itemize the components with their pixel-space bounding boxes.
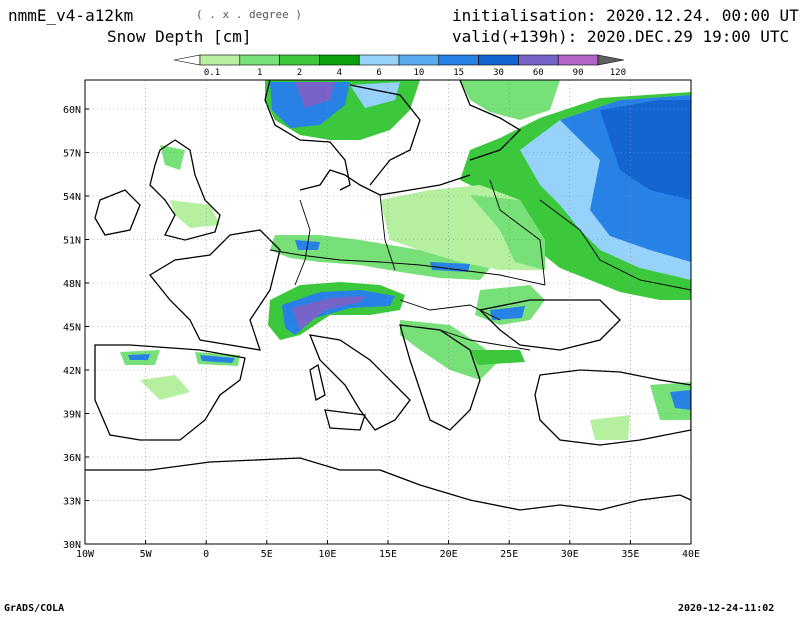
border-line-5 xyxy=(399,299,501,321)
legend-swatch xyxy=(518,54,559,66)
coast-france xyxy=(149,229,281,351)
legend-swatch xyxy=(319,54,360,66)
variable-title: Snow Depth [cm] xyxy=(107,27,252,46)
map-area: 10W 5W 0 5E 10E 15E 20E 25E 30E 35E 40E 60N 57N 54N 5… xyxy=(63,79,700,560)
snow-region-tatra xyxy=(430,262,470,272)
legend-tick-label: 15 xyxy=(453,68,464,78)
legend-swatch xyxy=(239,54,280,66)
coast-ireland xyxy=(94,189,141,236)
coast-italy xyxy=(308,334,411,431)
initialisation-time: initialisation: 2020.12.24. 00:00 UTC xyxy=(452,6,800,25)
border-line-7 xyxy=(439,329,531,351)
country-borders xyxy=(269,179,691,351)
coast-anatolia xyxy=(534,369,691,446)
legend-arrow-high xyxy=(597,54,625,66)
legend-tick-label: 10 xyxy=(413,68,424,78)
snow-region-carpathians-deep xyxy=(490,306,525,320)
latitude-labels: 60N 57N 54N 51N 48N 45N 42N 39N 36N 33N 30N xyxy=(63,105,81,551)
lat-tick-label: 33N xyxy=(63,497,81,508)
snow-region-scotland xyxy=(160,145,185,170)
coast-iberia xyxy=(94,344,246,441)
coast-sweden xyxy=(349,84,421,186)
coast-finland xyxy=(459,80,522,161)
legend-tick-label: 90 xyxy=(573,68,584,78)
lon-tick-label: 30E xyxy=(561,549,579,560)
coast-baltic-south xyxy=(299,169,471,196)
lat-tick-label: 36N xyxy=(63,453,81,464)
coast-balkans xyxy=(399,324,481,431)
lat-tick-label: 30N xyxy=(63,540,81,551)
snow-depth-field xyxy=(120,80,691,440)
snow-region-cantabria-deep xyxy=(128,354,150,360)
lon-tick-label: 0 xyxy=(203,549,209,560)
lat-tick-label: 51N xyxy=(63,236,81,247)
snow-region-russia-core xyxy=(600,100,691,200)
legend-swatch xyxy=(557,54,599,66)
lon-tick-label: 40E xyxy=(682,549,700,560)
coast-north-africa xyxy=(85,457,691,511)
lat-tick-label: 45N xyxy=(63,323,81,334)
color-legend: 0.1 1 2 4 6 10 15 30 60 90 120 xyxy=(173,54,626,78)
lon-tick-label: 15E xyxy=(379,549,397,560)
lon-tick-label: 10W xyxy=(76,549,95,560)
border-line-1 xyxy=(269,249,546,286)
legend-swatch xyxy=(398,54,440,66)
legend-tick-label: 30 xyxy=(493,68,504,78)
snow-region-finland xyxy=(460,80,560,120)
legend-arrow-low xyxy=(173,54,201,66)
lon-tick-label: 10E xyxy=(318,549,336,560)
coast-great-britain xyxy=(149,139,221,241)
longitude-labels: 10W 5W 0 5E 10E 15E 20E 25E 30E 35E 40E xyxy=(76,549,700,560)
snow-region-england xyxy=(170,200,220,228)
legend-tick-label: 6 xyxy=(376,68,381,78)
legend-tick-label: 120 xyxy=(610,68,626,78)
legend-swatch xyxy=(438,54,479,66)
lat-tick-label: 57N xyxy=(63,149,81,160)
coast-sardinia xyxy=(309,363,326,402)
border-line-3 xyxy=(379,194,396,271)
border-line-4 xyxy=(489,179,546,286)
lat-tick-label: 54N xyxy=(63,192,81,203)
snow-region-bulgaria xyxy=(470,350,525,365)
lat-tick-label: 60N xyxy=(63,105,81,116)
graticule xyxy=(84,80,692,545)
coast-sicily xyxy=(324,409,366,431)
legend-tick-label: 4 xyxy=(337,68,342,78)
legend-tick-label: 60 xyxy=(533,68,544,78)
legend-swatch xyxy=(358,54,400,66)
software-credit: GrADS/COLA xyxy=(4,603,65,614)
border-line-2 xyxy=(294,199,311,286)
lon-tick-label: 5W xyxy=(140,549,153,560)
snow-region-norway-peak xyxy=(295,82,335,108)
snow-region-turkey-deep xyxy=(670,390,691,410)
lat-tick-label: 39N xyxy=(63,410,81,421)
border-line-6 xyxy=(539,199,691,291)
legend-tick-label: 0.1 xyxy=(204,68,220,78)
model-name: nmmE_v4-a12km xyxy=(8,6,134,25)
snow-region-central-spain xyxy=(140,375,190,400)
snow-region-anatolia xyxy=(590,415,630,440)
legend-tick-label: 1 xyxy=(257,68,262,78)
snow-region-pyrenees-deep xyxy=(200,355,235,363)
lon-tick-label: 35E xyxy=(621,549,639,560)
legend-swatch xyxy=(199,54,241,66)
lat-tick-label: 48N xyxy=(63,279,81,290)
projection-label: ( . x . degree ) xyxy=(196,8,302,21)
snow-region-sweden xyxy=(350,82,400,108)
legend-swatch xyxy=(279,54,320,66)
legend-swatch xyxy=(478,54,519,66)
legend-tick-label: 2 xyxy=(297,68,302,78)
lat-tick-label: 42N xyxy=(63,366,81,377)
lon-tick-label: 20E xyxy=(440,549,458,560)
valid-time: valid(+139h): 2020.DEC.29 19:00 UTC xyxy=(452,27,790,46)
snow-region-alps-deep xyxy=(282,290,395,335)
snow-region-belarus xyxy=(470,195,545,270)
coast-black-sea xyxy=(478,299,621,351)
plot-timestamp: 2020-12-24-11:02 xyxy=(678,603,775,614)
snow-region-alps-peak xyxy=(292,296,365,330)
lon-tick-label: 25E xyxy=(500,549,518,560)
lon-tick-label: 5E xyxy=(261,549,273,560)
map-frame xyxy=(84,79,692,545)
